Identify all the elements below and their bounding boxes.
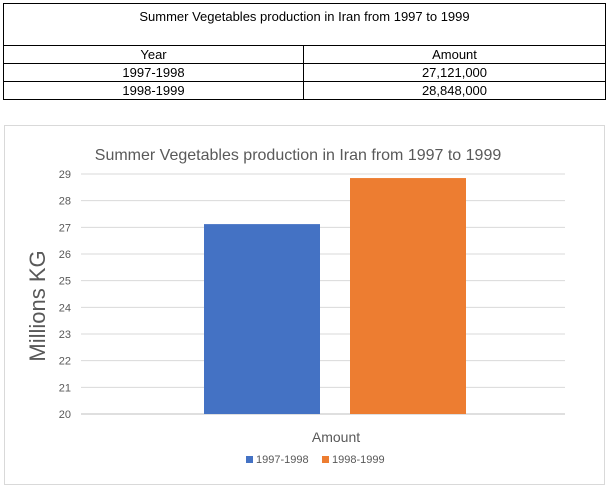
table-cell-amount: 27,121,000 bbox=[303, 63, 606, 82]
table-title: Summer Vegetables production in Iran fro… bbox=[3, 3, 606, 46]
legend-swatch bbox=[322, 456, 329, 463]
bar-1998-1999 bbox=[350, 178, 466, 414]
y-tick-label: 21 bbox=[59, 382, 71, 394]
chart-title: Summer Vegetables production in Iran fro… bbox=[95, 147, 502, 164]
table-header-row: Year Amount bbox=[3, 45, 606, 64]
bar-chart: Summer Vegetables production in Iran fro… bbox=[25, 147, 565, 466]
y-tick-label: 27 bbox=[59, 222, 71, 234]
x-axis-label: Amount bbox=[312, 429, 360, 445]
y-tick-label: 22 bbox=[59, 356, 71, 368]
bar-1997-1998 bbox=[204, 224, 320, 414]
y-axis-label: Millions KG bbox=[25, 250, 50, 361]
table-row: 1997-1998 27,121,000 bbox=[3, 63, 606, 82]
table-cell-amount: 28,848,000 bbox=[303, 81, 606, 100]
legend-swatch bbox=[246, 456, 253, 463]
legend-label: 1998-1999 bbox=[332, 454, 385, 466]
table-header-year: Year bbox=[3, 45, 304, 64]
y-tick-label: 20 bbox=[59, 409, 71, 421]
y-tick-label: 24 bbox=[59, 302, 71, 314]
y-tick-label: 23 bbox=[59, 329, 71, 341]
chart-area: Summer Vegetables production in Iran fro… bbox=[4, 125, 605, 485]
legend: 1997-1998 1998-1999 bbox=[246, 454, 385, 466]
table-cell-year: 1998-1999 bbox=[3, 81, 304, 100]
gridlines bbox=[81, 173, 565, 415]
legend-label: 1997-1998 bbox=[256, 454, 309, 466]
y-axis-ticks: 20 21 22 23 24 25 26 27 28 29 bbox=[59, 169, 71, 421]
y-tick-label: 29 bbox=[59, 169, 71, 181]
table-header-amount: Amount bbox=[303, 45, 606, 64]
table-row: 1998-1999 28,848,000 bbox=[3, 81, 606, 100]
data-table: Summer Vegetables production in Iran fro… bbox=[3, 3, 606, 100]
bars bbox=[204, 178, 466, 414]
y-tick-label: 25 bbox=[59, 276, 71, 288]
table-cell-year: 1997-1998 bbox=[3, 63, 304, 82]
y-tick-label: 28 bbox=[59, 196, 71, 208]
y-tick-label: 26 bbox=[59, 249, 71, 261]
